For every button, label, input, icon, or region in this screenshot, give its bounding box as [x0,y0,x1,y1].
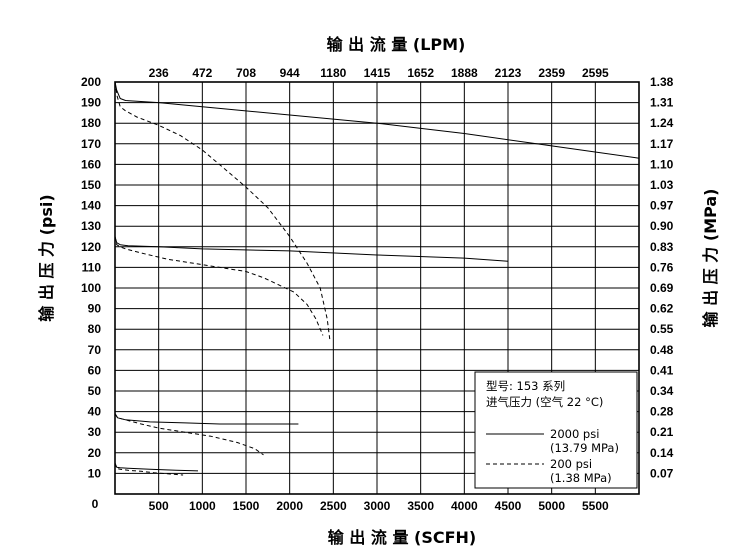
series-line-200psi [114,81,331,340]
series-line-2000psi [114,413,299,425]
right-tick-label: 0.21 [650,425,674,439]
legend: 型号: 153 系列 进气压力 (空气 22 °C) 2000 psi (13.… [474,371,638,489]
legend-model: 型号: 153 系列 [486,379,565,393]
series-line-200psi [114,413,264,456]
right-tick-label: 0.28 [650,405,674,419]
left-tick-label: 200 [81,75,101,89]
right-tick-label: 0.83 [650,240,674,254]
legend-solid-line2: (13.79 MPa) [550,441,619,455]
left-tick-label: 80 [88,322,102,336]
bottom-tick-label: 2000 [276,499,303,513]
left-tick-label: 70 [88,343,102,357]
left-tick-label: 180 [81,116,101,130]
top-tick-label: 2359 [538,66,565,80]
legend-solid-line1: 2000 psi [550,427,599,441]
left-tick-label: 170 [81,137,101,151]
right-tick-label: 1.17 [650,137,674,151]
legend-dashed-line1: 200 psi [550,457,592,471]
legend-inlet: 进气压力 (空气 22 °C) [486,395,603,409]
series-line-200psi [114,236,324,336]
left-tick-label: 60 [88,363,102,377]
left-tick-label: 160 [81,157,101,171]
left-tick-label: 120 [81,240,101,254]
right-axis-title: 输 出 压 力 (MPa) [701,189,720,328]
series-line-2000psi [114,462,199,472]
right-tick-label: 0.48 [650,343,674,357]
left-tick-labels: 10 20 30 40 50 60 70 80 90 100 110 120 130 140 150 160 1… [81,75,101,480]
right-tick-label: 0.34 [650,384,674,398]
bottom-tick-label: 5000 [538,499,565,513]
right-tick-label: 0.69 [650,281,674,295]
plot-frame [114,81,640,495]
right-tick-label: 0.41 [650,363,674,377]
right-tick-label: 1.31 [650,96,674,110]
right-tick-label: 1.10 [650,157,674,171]
left-tick-label: 140 [81,199,101,213]
bottom-tick-label: 4000 [451,499,478,513]
bottom-tick-label: 3000 [364,499,391,513]
bottom-tick-label: 5500 [582,499,609,513]
bottom-tick-label: 1000 [189,499,216,513]
legend-dashed-line2: (1.38 MPa) [550,471,612,485]
bottom-tick-label: 3500 [407,499,434,513]
left-tick-label: 50 [88,384,102,398]
top-tick-label: 2595 [582,66,609,80]
right-tick-label: 0.55 [650,322,674,336]
top-tick-label: 1888 [451,66,478,80]
bottom-tick-labels: 500 1000 1500 2000 2500 3000 3500 4000 4500 5000 5… [149,499,609,513]
left-tick-label: 100 [81,281,101,295]
top-tick-label: 944 [280,66,300,80]
right-tick-label: 0.97 [650,199,674,213]
left-tick-label: 130 [81,219,101,233]
series-line-200psi [114,462,184,476]
series-line-2000psi [114,236,509,262]
bottom-tick-label: 4500 [495,499,522,513]
right-tick-label: 0.76 [650,260,674,274]
left-tick-label: 40 [88,405,102,419]
left-tick-label: 110 [82,260,102,274]
top-tick-label: 2123 [495,66,522,80]
right-tick-label: 1.24 [650,116,674,130]
top-tick-label: 708 [236,66,256,80]
top-tick-label: 236 [149,66,169,80]
bottom-tick-label: 1500 [233,499,260,513]
bottom-tick-label: 2500 [320,499,347,513]
left-tick-label: 90 [88,302,102,316]
right-tick-label: 0.07 [650,466,674,480]
right-tick-labels: 0.07 0.14 0.21 0.28 0.34 0.41 0.48 0.55 0.62 0.69… [650,75,674,480]
right-tick-label: 0.90 [650,219,674,233]
top-tick-labels: 236 472 708 944 1180 1415 1652 1888 2123 2359 2595 [149,66,609,80]
top-tick-label: 1415 [364,66,391,80]
bottom-origin-label: 0 [92,497,99,511]
left-tick-label: 30 [88,425,102,439]
top-axis-title: 输 出 流 量 (LPM) [327,35,466,54]
right-tick-label: 1.38 [650,75,674,89]
bottom-axis-title: 输 出 流 量 (SCFH) [328,528,477,547]
left-tick-label: 10 [88,466,102,480]
left-axis-title: 输 出 压 力 (psi) [37,194,56,321]
left-tick-label: 190 [81,96,101,110]
top-tick-label: 1652 [407,66,434,80]
right-tick-label: 0.62 [650,302,674,316]
bottom-tick-label: 500 [149,499,169,513]
top-tick-label: 1180 [320,66,346,80]
left-tick-label: 20 [88,446,102,460]
legend-box [474,371,638,489]
series-line-2000psi [114,81,640,159]
curves [114,81,640,476]
right-tick-label: 1.03 [650,178,674,192]
left-tick-label: 150 [81,178,101,192]
top-tick-label: 472 [192,66,212,80]
right-tick-label: 0.14 [650,446,674,460]
